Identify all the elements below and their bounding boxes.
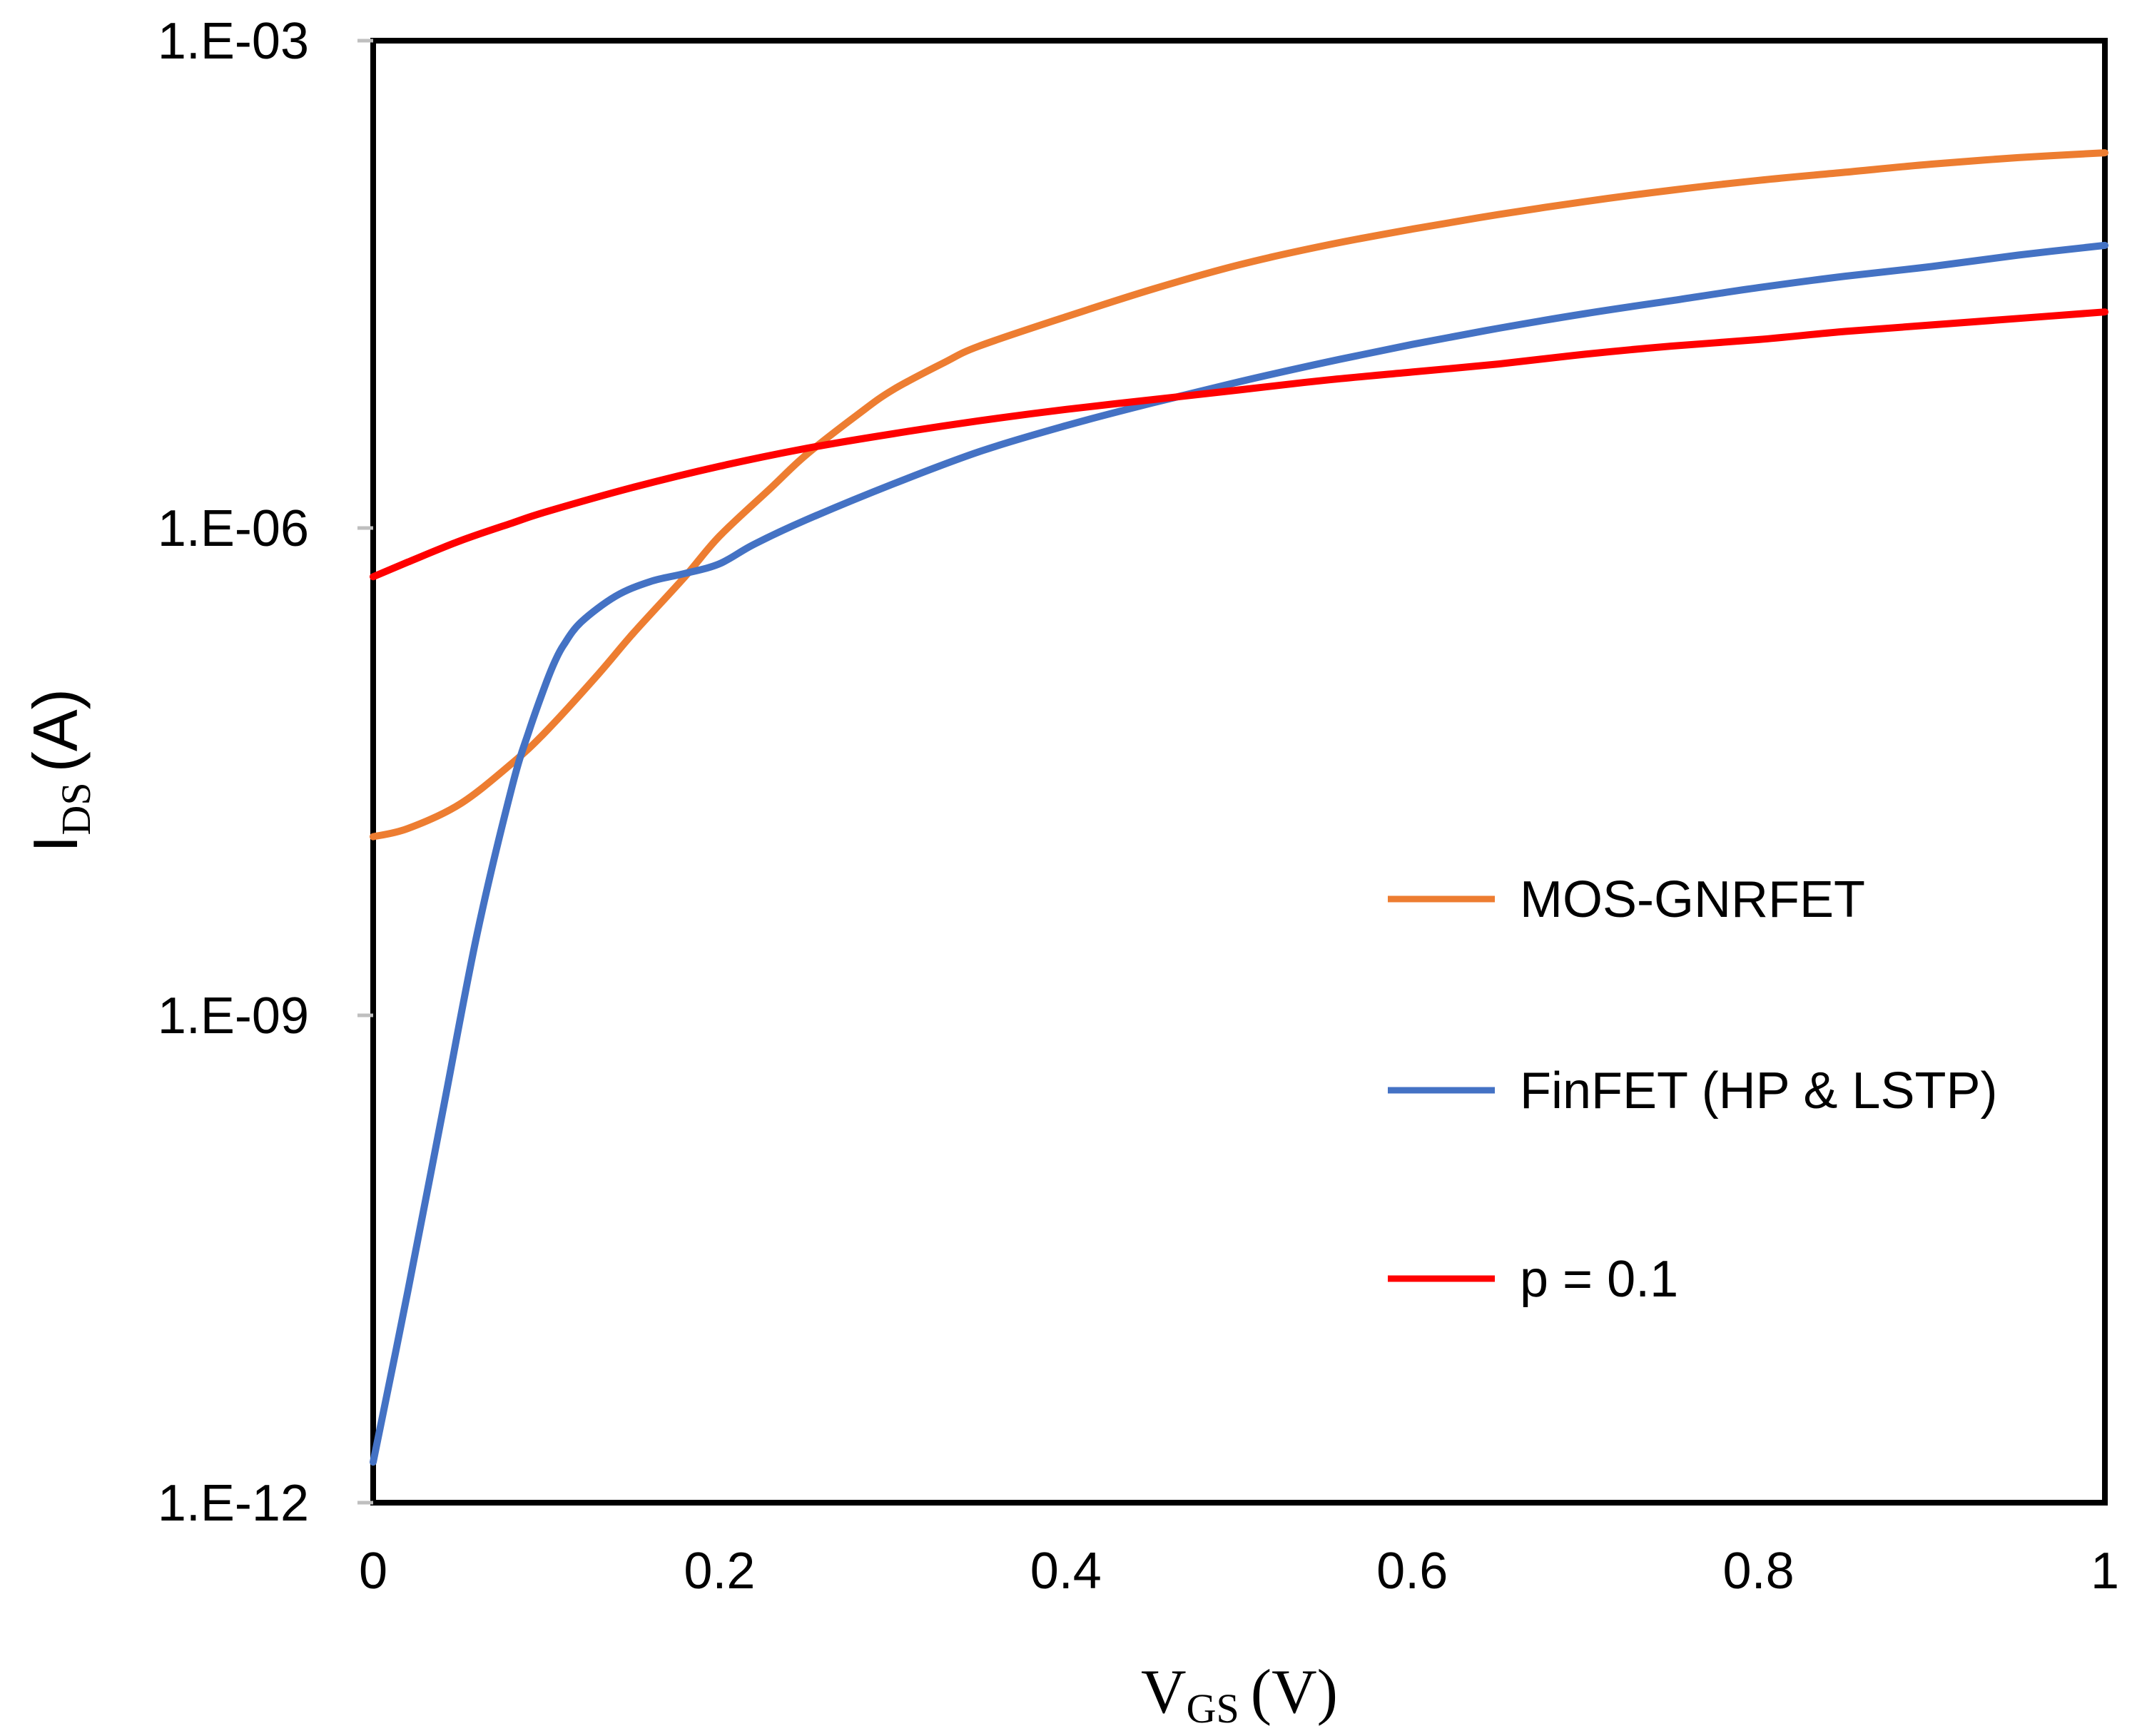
y-tick-label: 1.E-12 bbox=[158, 1475, 309, 1532]
x-axis-title: VGS (V) bbox=[1141, 1658, 1338, 1732]
x-tick-label: 0.6 bbox=[1376, 1543, 1448, 1600]
y-tick-labels: 1.E-03 1.E-06 1.E-09 1.E-12 bbox=[158, 13, 309, 1532]
series-line-p01 bbox=[370, 308, 2108, 581]
x-tick-label: 0.4 bbox=[1030, 1543, 1102, 1600]
y-tick-label: 1.E-09 bbox=[158, 988, 309, 1045]
plot-area bbox=[370, 38, 2108, 1506]
legend-label-finfet: FinFET (HP & LSTP) bbox=[1520, 1062, 1997, 1120]
y-axis-title-unit: (A) bbox=[20, 689, 91, 772]
x-tick-label: 0.8 bbox=[1723, 1543, 1795, 1600]
x-axis-title-sub: GS bbox=[1187, 1685, 1239, 1732]
x-axis-title-main: V bbox=[1141, 1658, 1187, 1727]
y-axis-title-sub: DS bbox=[53, 782, 99, 835]
legend: MOS-GNRFET FinFET (HP & LSTP) p = 0.1 bbox=[1388, 871, 1997, 1308]
y-tick-label: 1.E-03 bbox=[158, 13, 309, 70]
y-axis-title: IDS (A) bbox=[20, 689, 99, 853]
y-tick-marks bbox=[357, 39, 373, 1505]
legend-label-p01: p = 0.1 bbox=[1520, 1251, 1678, 1308]
y-axis-title-main: I bbox=[20, 836, 91, 853]
x-tick-label: 0 bbox=[359, 1543, 387, 1600]
x-tick-label: 1 bbox=[2091, 1543, 2119, 1600]
legend-label-mos-gnrfet: MOS-GNRFET bbox=[1520, 871, 1865, 928]
series-lines bbox=[370, 149, 2108, 1466]
x-axis-title-unit: (V) bbox=[1251, 1658, 1338, 1727]
series-line-finfet bbox=[370, 241, 2108, 1466]
y-tick-label: 1.E-06 bbox=[158, 500, 309, 557]
x-tick-label: 0.2 bbox=[684, 1543, 755, 1600]
series-line-mos-gnrfet bbox=[370, 149, 2108, 841]
x-tick-labels: 0 0.2 0.4 0.6 0.8 1 bbox=[359, 1543, 2119, 1600]
